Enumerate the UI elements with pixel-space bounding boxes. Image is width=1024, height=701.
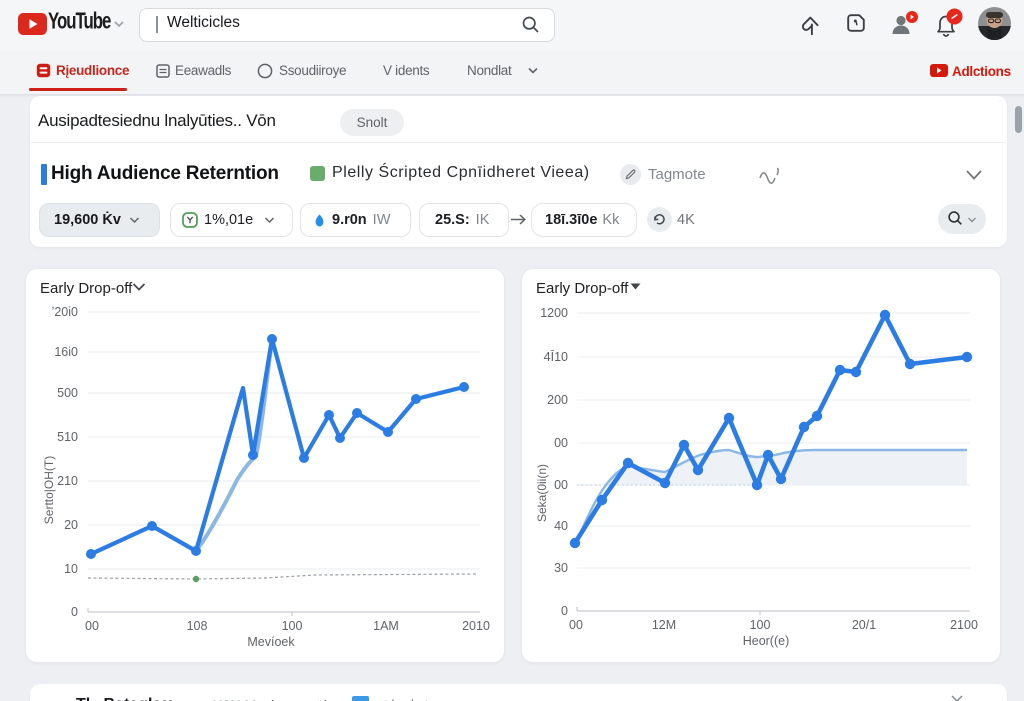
svg-text:30: 30	[554, 561, 568, 575]
svg-text:4Ī10: 4Ī10	[544, 350, 568, 364]
svg-text:Mevíoek: Mevíoek	[247, 635, 295, 649]
svg-text:20/1: 20/1	[852, 618, 876, 632]
svg-text:12M: 12M	[652, 618, 676, 632]
svg-text:Seka(0ii(n): Seka(0ii(n)	[535, 464, 549, 522]
svg-text:100: 100	[750, 618, 771, 632]
svg-text:00: 00	[569, 618, 583, 632]
svg-text:20: 20	[64, 518, 78, 532]
svg-text:510: 510	[57, 430, 78, 444]
svg-text:0: 0	[561, 604, 568, 618]
svg-text:00: 00	[554, 436, 568, 450]
svg-text:Early Drop-off: Early Drop-off	[40, 280, 133, 297]
svg-text:Early Drop-off: Early Drop-off	[536, 280, 629, 297]
svg-text:ʼ20i0: ʼ20i0	[52, 305, 78, 319]
svg-text:00: 00	[85, 619, 99, 633]
svg-text:1AM: 1AM	[373, 619, 399, 633]
svg-text:10: 10	[64, 562, 78, 576]
svg-text:100: 100	[282, 619, 303, 633]
svg-text:108: 108	[187, 619, 208, 633]
svg-text:0: 0	[71, 605, 78, 619]
svg-text:Heor((e): Heor((e)	[743, 634, 790, 648]
svg-text:1200: 1200	[540, 306, 568, 320]
svg-text:16i0: 16i0	[54, 345, 78, 359]
svg-text:Sertto|OH(T): Sertto|OH(T)	[42, 456, 56, 524]
svg-text:2010: 2010	[462, 619, 490, 633]
svg-text:2100: 2100	[950, 618, 978, 632]
svg-text:200: 200	[547, 393, 568, 407]
svg-text:210: 210	[57, 474, 78, 488]
svg-text:00: 00	[554, 478, 568, 492]
svg-text:40: 40	[554, 519, 568, 533]
svg-text:500: 500	[57, 386, 78, 400]
